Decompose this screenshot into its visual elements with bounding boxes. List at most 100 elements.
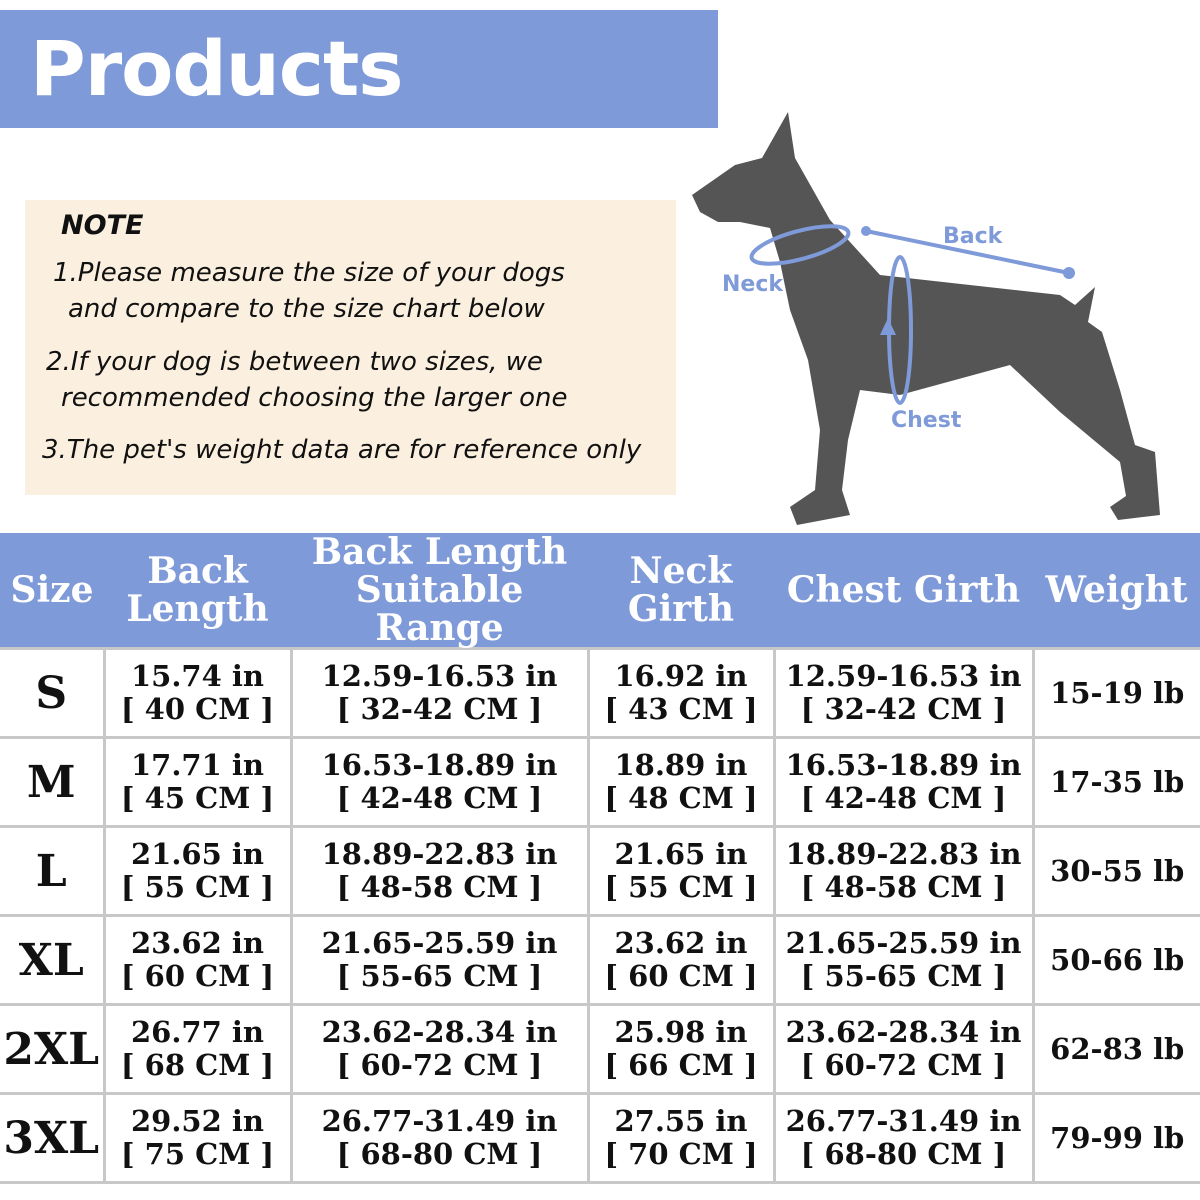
cell-range: 18.89-22.83 in[ 48-58 CM ] xyxy=(289,825,590,917)
cell-range: 23.62-28.34 in[ 60-72 CM ] xyxy=(289,1003,590,1095)
dog-measurement-diagram: Neck Back Chest xyxy=(692,112,1160,525)
cell-chest: 26.77-31.49 in[ 68-80 CM ] xyxy=(772,1092,1035,1184)
cell-text: [ 55-65 CM ] xyxy=(800,959,1007,993)
column-header-weight: Weight xyxy=(1033,533,1200,649)
cell-back: 26.77 in[ 68 CM ] xyxy=(102,1003,293,1095)
cell-text: 21.65-25.59 in xyxy=(321,926,558,960)
cell-neck: 16.92 in[ 43 CM ] xyxy=(586,647,776,739)
column-header-back-length-range: Back Length Suitable Range xyxy=(291,533,588,649)
cell-text: 25.98 in xyxy=(614,1015,748,1049)
column-header-size: Size xyxy=(0,533,104,649)
column-header-text: Neck xyxy=(629,550,733,592)
cell-text: [ 68 CM ] xyxy=(120,1048,275,1082)
cell-back: 15.74 in[ 40 CM ] xyxy=(102,647,293,739)
cell-text: [ 68-80 CM ] xyxy=(336,1137,543,1171)
neck-label: Neck xyxy=(722,272,784,297)
cell-text: 26.77-31.49 in xyxy=(785,1104,1022,1138)
cell-back: 23.62 in[ 60 CM ] xyxy=(102,914,293,1006)
table-row: 2XL 26.77 in[ 68 CM ] 23.62-28.34 in[ 60-7… xyxy=(0,1003,1200,1095)
column-header-neck-girth: Neck Girth xyxy=(588,533,774,649)
cell-text: 12.59-16.53 in xyxy=(321,659,558,693)
column-header-chest-girth: Chest Girth xyxy=(774,533,1033,649)
cell-text: [ 48-58 CM ] xyxy=(336,870,543,904)
cell-text: 29.52 in xyxy=(130,1104,264,1138)
cell-text: 23.62-28.34 in xyxy=(321,1015,558,1049)
cell-text: 16.53-18.89 in xyxy=(785,748,1022,782)
cell-size: L xyxy=(0,825,106,917)
cell-text: 21.65 in xyxy=(614,837,748,871)
cell-neck: 21.65 in[ 55 CM ] xyxy=(586,825,776,917)
column-header-text: Length xyxy=(126,588,269,630)
cell-text: [ 42-48 CM ] xyxy=(800,781,1007,815)
cell-size: 2XL xyxy=(0,1003,106,1095)
cell-text: 12.59-16.53 in xyxy=(785,659,1022,693)
column-header-text: Weight xyxy=(1045,569,1188,611)
cell-chest: 12.59-16.53 in[ 32-42 CM ] xyxy=(772,647,1035,739)
cell-text: [ 45 CM ] xyxy=(120,781,275,815)
cell-text: [ 32-42 CM ] xyxy=(800,692,1007,726)
cell-text: 23.62 in xyxy=(130,926,264,960)
cell-neck: 27.55 in[ 70 CM ] xyxy=(586,1092,776,1184)
cell-chest: 16.53-18.89 in[ 42-48 CM ] xyxy=(772,736,1035,828)
column-header-text: Size xyxy=(10,569,94,611)
cell-text: [ 42-48 CM ] xyxy=(336,781,543,815)
note-box: NOTE 1.Please measure the size of your d… xyxy=(25,200,676,495)
cell-text: [ 43 CM ] xyxy=(604,692,758,726)
back-label: Back xyxy=(943,224,1004,249)
cell-range: 12.59-16.53 in[ 32-42 CM ] xyxy=(289,647,590,739)
cell-text: 16.53-18.89 in xyxy=(321,748,558,782)
cell-text: [ 68-80 CM ] xyxy=(800,1137,1007,1171)
cell-text: [ 70 CM ] xyxy=(604,1137,758,1171)
table-row: L 21.65 in[ 55 CM ] 18.89-22.83 in[ 48-58 … xyxy=(0,825,1200,917)
cell-text: 18.89-22.83 in xyxy=(785,837,1022,871)
cell-text: [ 32-42 CM ] xyxy=(336,692,543,726)
cell-text: [ 48 CM ] xyxy=(604,781,758,815)
cell-text: 16.92 in xyxy=(614,659,748,693)
cell-weight: 30-55 lb xyxy=(1031,825,1200,917)
title-banner: Products Feature xyxy=(0,10,718,202)
cell-neck: 25.98 in[ 66 CM ] xyxy=(586,1003,776,1095)
note-line: 2.If your dog is between two sizes, we xyxy=(46,347,543,377)
dog-silhouette-icon xyxy=(692,112,1160,525)
note-line: 3.The pet's weight data are for referenc… xyxy=(42,435,642,465)
cell-weight: 79-99 lb xyxy=(1031,1092,1200,1184)
cell-back: 29.52 in[ 75 CM ] xyxy=(102,1092,293,1184)
cell-text: 23.62-28.34 in xyxy=(785,1015,1022,1049)
size-chart-table: Size Back Length Back Length Suitable Range N… xyxy=(0,533,1200,1184)
cell-text: 26.77 in xyxy=(130,1015,264,1049)
cell-text: 18.89 in xyxy=(614,748,748,782)
page-title: Products Feature xyxy=(30,24,404,202)
cell-weight: 17-35 lb xyxy=(1031,736,1200,828)
cell-back: 21.65 in[ 55 CM ] xyxy=(102,825,293,917)
cell-text: 18.89-22.83 in xyxy=(321,837,558,871)
cell-chest: 21.65-25.59 in[ 55-65 CM ] xyxy=(772,914,1035,1006)
cell-weight: 15-19 lb xyxy=(1031,647,1200,739)
table-row: S 15.74 in[ 40 CM ] 12.59-16.53 in[ 32-42 … xyxy=(0,647,1200,739)
table-header-row: Size Back Length Back Length Suitable Range N… xyxy=(0,533,1200,649)
column-header-text: Back Length xyxy=(311,531,568,573)
table-row: XL 23.62 in[ 60 CM ] 21.65-25.59 in[ 55-65… xyxy=(0,914,1200,1006)
cell-size: XL xyxy=(0,914,106,1006)
note-line: recommended choosing the larger one xyxy=(61,383,568,413)
note-line: 1.Please measure the size of your dogs xyxy=(53,258,565,288)
cell-text: [ 60 CM ] xyxy=(604,959,758,993)
cell-weight: 62-83 lb xyxy=(1031,1003,1200,1095)
cell-text: [ 55-65 CM ] xyxy=(336,959,543,993)
cell-text: [ 40 CM ] xyxy=(120,692,275,726)
cell-text: [ 60-72 CM ] xyxy=(336,1048,543,1082)
cell-text: 15.74 in xyxy=(130,659,264,693)
column-header-back-length: Back Length xyxy=(104,533,291,649)
cell-range: 16.53-18.89 in[ 42-48 CM ] xyxy=(289,736,590,828)
back-measure-icon xyxy=(865,229,1070,275)
cell-size: 3XL xyxy=(0,1092,106,1184)
cell-text: 21.65-25.59 in xyxy=(785,926,1022,960)
cell-text: 26.77-31.49 in xyxy=(321,1104,558,1138)
cell-text: 27.55 in xyxy=(614,1104,748,1138)
table-row: M 17.71 in[ 45 CM ] 16.53-18.89 in[ 42-48 … xyxy=(0,736,1200,828)
cell-chest: 18.89-22.83 in[ 48-58 CM ] xyxy=(772,825,1035,917)
cell-size: M xyxy=(0,736,106,828)
note-heading: NOTE xyxy=(61,210,144,241)
column-header-text: Suitable Range xyxy=(355,569,524,649)
cell-range: 26.77-31.49 in[ 68-80 CM ] xyxy=(289,1092,590,1184)
cell-size: S xyxy=(0,647,106,739)
